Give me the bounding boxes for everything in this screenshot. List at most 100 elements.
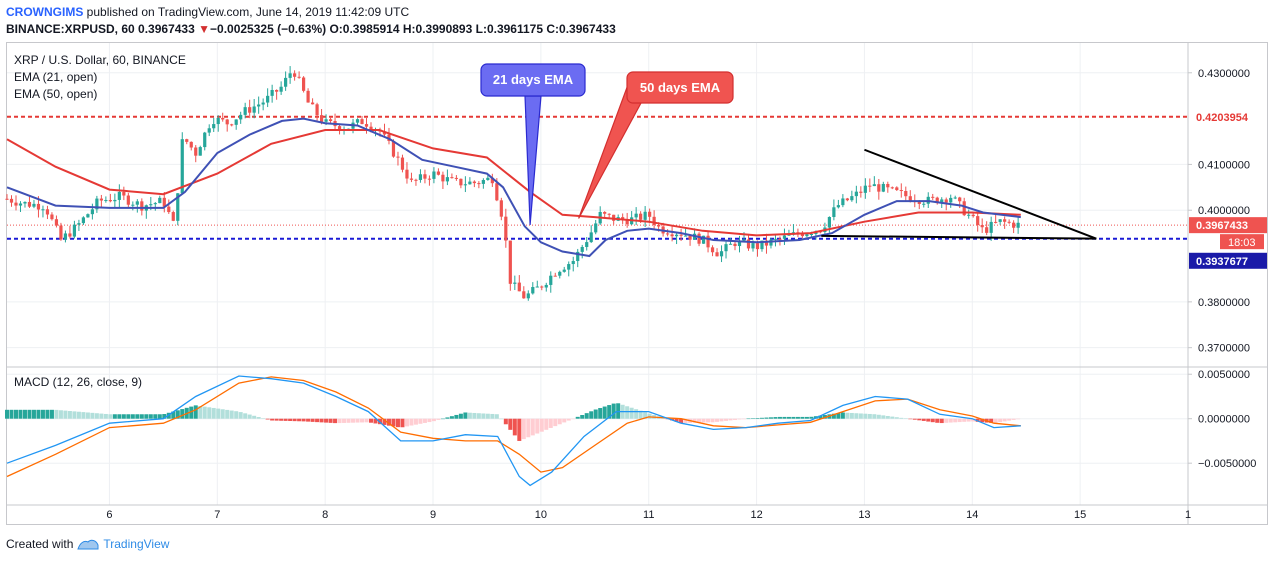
macd-histogram-bar xyxy=(117,414,122,419)
candle-body xyxy=(670,234,674,237)
macd-histogram-bar xyxy=(463,412,468,419)
candle-body xyxy=(396,156,400,158)
macd-histogram-bar xyxy=(989,418,994,423)
macd-histogram-bar xyxy=(876,414,881,419)
macd-histogram-bar xyxy=(279,418,284,421)
macd-histogram-bar xyxy=(485,413,490,419)
macd-histogram-bar xyxy=(364,418,369,423)
macd-histogram-bar xyxy=(692,418,697,423)
candle-body xyxy=(908,196,912,202)
macd-histogram-bar xyxy=(777,416,782,419)
macd-histogram-bar xyxy=(225,409,230,419)
published-text: published on TradingView.com, June 14, 2… xyxy=(86,5,410,19)
candle-body xyxy=(994,221,998,223)
macd-histogram-bar xyxy=(112,414,117,419)
macd-histogram-bar xyxy=(247,414,252,419)
candle-body xyxy=(126,195,130,205)
macd-histogram-bar xyxy=(759,417,764,419)
candle-body xyxy=(324,119,328,122)
candle-body xyxy=(1016,222,1020,228)
macd-histogram-bar xyxy=(13,409,18,419)
candle-body xyxy=(328,119,333,121)
candle-body xyxy=(706,235,710,248)
legend-ema21[interactable]: EMA (21, open) xyxy=(14,70,98,84)
macd-histogram-bar xyxy=(427,418,432,423)
candle-body xyxy=(301,77,306,91)
candle-body xyxy=(769,239,773,246)
candle-body xyxy=(445,177,450,182)
candle-body xyxy=(319,115,324,122)
tradingview-brand[interactable]: TradingView xyxy=(103,537,170,551)
time-tick-label: 13 xyxy=(858,509,870,521)
macd-histogram-bar xyxy=(503,418,508,425)
candle-body xyxy=(131,204,135,206)
candle-body xyxy=(27,201,32,207)
macd-histogram-bar xyxy=(431,418,436,422)
macd-histogram-bar xyxy=(526,418,531,438)
macd-histogram-bar xyxy=(993,418,998,423)
candle-body xyxy=(432,171,436,179)
candle-body xyxy=(522,291,526,299)
down-arrow-icon: ▼ xyxy=(198,22,211,36)
candle-body xyxy=(899,190,903,192)
candle-body xyxy=(153,203,157,205)
macd-histogram-bar xyxy=(252,415,257,419)
candle-body xyxy=(216,117,220,125)
macd-pane xyxy=(5,375,1021,487)
candle-body xyxy=(859,191,863,193)
candle-body xyxy=(589,232,593,243)
candle-body xyxy=(634,213,638,218)
candle-body xyxy=(194,147,198,156)
publisher-name[interactable]: CROWNGIMS xyxy=(6,5,84,19)
macd-histogram-bar xyxy=(85,412,90,419)
macd-histogram-bar xyxy=(476,413,481,419)
candle-body xyxy=(621,217,625,220)
candle-body xyxy=(275,89,279,92)
candle-body xyxy=(850,196,854,201)
macd-histogram-bar xyxy=(22,409,27,419)
countdown-tag: 18:03 xyxy=(1228,237,1256,249)
candle-body xyxy=(657,225,661,227)
candle-body xyxy=(454,177,458,179)
legend-ema50[interactable]: EMA (50, open) xyxy=(14,87,98,101)
macd-histogram-bar xyxy=(409,418,414,426)
time-tick-label: 1 xyxy=(1185,509,1191,521)
macd-histogram-bar xyxy=(858,413,863,419)
candle-body xyxy=(890,187,894,189)
main-legend: XRP / U.S. Dollar, 60, BINANCE EMA (21, … xyxy=(14,52,186,103)
candle-body xyxy=(239,114,243,120)
macd-histogram-bar xyxy=(413,418,418,425)
candle-body xyxy=(14,202,18,206)
macd-histogram-bar xyxy=(418,418,423,424)
price-tick-label: 0.3800000 xyxy=(1198,297,1250,309)
macd-histogram-bar xyxy=(171,411,176,419)
candle-body xyxy=(625,219,629,225)
candle-body xyxy=(279,86,283,92)
macd-histogram-bar xyxy=(54,409,59,419)
candle-body xyxy=(531,287,535,294)
candle-body xyxy=(809,234,814,236)
macd-histogram-bar xyxy=(822,414,827,419)
macd-histogram-bar xyxy=(881,415,886,419)
macd-histogram-bar xyxy=(773,417,778,419)
macd-histogram-bar xyxy=(454,414,459,419)
grid xyxy=(7,43,1268,524)
candle-body xyxy=(666,233,670,235)
macd-histogram-bar xyxy=(728,418,733,421)
macd-histogram-bar xyxy=(607,405,612,419)
macd-histogram-bar xyxy=(216,408,221,419)
legend-macd[interactable]: MACD (12, 26, close, 9) xyxy=(14,375,143,389)
macd-histogram-bar xyxy=(274,418,279,421)
legend-title[interactable]: XRP / U.S. Dollar, 60, BINANCE xyxy=(14,53,186,67)
axis-price-tags: 0.4203954 0.3967433 18:03 0.3937677 xyxy=(1189,108,1267,269)
candle-body xyxy=(985,227,989,233)
macd-histogram-bar xyxy=(243,413,248,419)
ema21-callout-pointer xyxy=(524,95,542,225)
macd-tick-label: −0.0050000 xyxy=(1198,458,1256,470)
macd-line xyxy=(6,375,1021,487)
candle-body xyxy=(558,271,562,276)
candle-body xyxy=(863,185,867,193)
macd-histogram-bar xyxy=(768,417,773,419)
candle-body xyxy=(297,76,301,78)
